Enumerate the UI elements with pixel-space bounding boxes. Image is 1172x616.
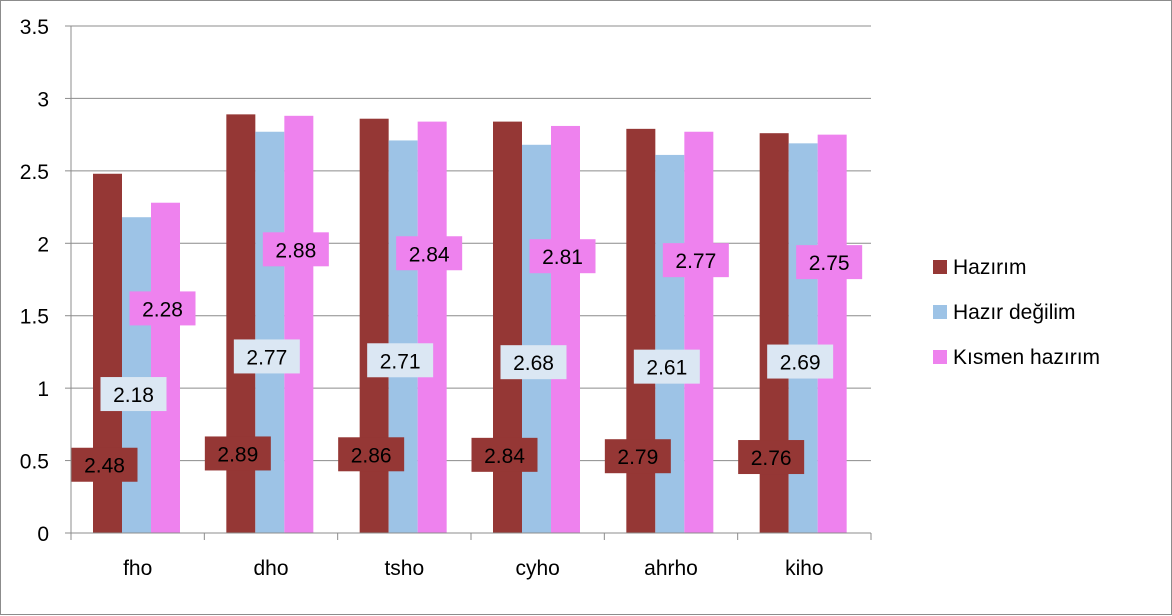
data-label-value: 2.75 — [809, 252, 850, 275]
data-label-value: 2.81 — [542, 246, 583, 269]
x-tick-label: kiho — [785, 557, 824, 580]
data-label: 2.84 — [396, 236, 463, 271]
data-label-value: 2.76 — [751, 447, 792, 470]
data-label-value: 2.48 — [84, 455, 125, 478]
data-labels: 2.48 2.18 2.28 2.89 2.77 2.88 2.86 2.71 2.84 2.84… — [71, 232, 863, 482]
y-tick-label: 1.5 — [20, 306, 49, 329]
data-label: 2.79 — [604, 439, 671, 474]
data-label: 2.28 — [129, 291, 196, 326]
data-label: 2.68 — [500, 345, 567, 380]
y-tick-label: 2.5 — [20, 161, 49, 184]
bar — [655, 154, 685, 533]
legend-swatch — [933, 305, 947, 319]
data-label-box — [796, 245, 863, 280]
data-label: 2.89 — [204, 436, 271, 471]
data-label-box — [738, 440, 805, 475]
bar — [284, 115, 314, 533]
bar — [151, 202, 180, 533]
x-tick-label: fho — [123, 557, 152, 580]
bar — [122, 217, 151, 533]
y-tick-label: 2 — [37, 233, 49, 256]
data-label-value: 2.84 — [484, 445, 525, 468]
data-label: 2.77 — [662, 243, 729, 278]
bar — [417, 121, 447, 533]
data-label: 2.77 — [233, 339, 300, 374]
data-label-box — [500, 345, 567, 380]
data-label-box — [367, 343, 434, 378]
y-tick-label: 3 — [37, 88, 49, 111]
legend-label: Hazır değilim — [953, 301, 1076, 324]
legend-label: Kısmen hazırım — [953, 346, 1100, 369]
data-label: 2.75 — [796, 245, 863, 280]
data-label-box — [529, 239, 596, 274]
data-label-box — [204, 436, 271, 471]
data-label: 2.86 — [338, 437, 405, 472]
x-tick-label: dho — [253, 557, 288, 580]
data-label-box — [396, 236, 463, 271]
bar — [684, 131, 714, 533]
data-label-value: 2.84 — [409, 243, 450, 266]
legend: Hazırım Hazır değilim Kısmen hazırım — [933, 256, 1100, 369]
bar — [817, 134, 847, 533]
data-label: 2.76 — [738, 440, 805, 475]
data-label: 2.71 — [367, 343, 434, 378]
data-label-value: 2.18 — [113, 384, 154, 407]
data-label-value: 2.28 — [142, 298, 183, 321]
legend-label: Hazırım — [953, 256, 1027, 279]
data-label-value: 2.71 — [380, 350, 421, 373]
data-label-box — [233, 339, 300, 374]
data-label-box — [662, 243, 729, 278]
y-tick-label: 1 — [37, 378, 49, 401]
data-label-value: 2.77 — [246, 346, 287, 369]
data-label-value: 2.77 — [675, 250, 716, 273]
data-label-box — [471, 437, 538, 472]
data-label-box — [129, 291, 196, 326]
data-label: 2.69 — [767, 344, 834, 379]
data-label-box — [604, 439, 671, 474]
data-label-box — [71, 447, 138, 482]
data-label-box — [262, 232, 329, 267]
data-label: 2.84 — [471, 437, 538, 472]
data-label: 2.61 — [633, 349, 700, 384]
gridlines — [71, 25, 871, 462]
x-tick-label: tsho — [384, 557, 424, 580]
data-label: 2.81 — [529, 239, 596, 274]
data-label-value: 2.69 — [780, 352, 821, 375]
y-tick-label: 0 — [37, 523, 49, 546]
bar — [551, 125, 580, 534]
bar — [788, 143, 818, 533]
data-label-value: 2.68 — [513, 352, 554, 375]
data-label: 2.18 — [100, 377, 167, 412]
y-tick-label: 3.5 — [20, 16, 49, 39]
axes: 0 0.5 1 1.5 2 2.5 3 3.5 fho dho tsho cyho ahrho kiho — [20, 16, 872, 580]
data-label-value: 2.88 — [275, 239, 316, 262]
data-label-value: 2.79 — [617, 446, 658, 469]
legend-swatch — [933, 350, 947, 364]
x-tick-label: ahrho — [644, 557, 698, 580]
data-label-value: 2.61 — [646, 357, 687, 380]
data-label-box — [100, 377, 167, 412]
data-label-value: 2.86 — [351, 444, 392, 467]
data-label: 2.88 — [262, 232, 329, 267]
data-label: 2.48 — [71, 447, 138, 482]
bar — [522, 144, 551, 534]
data-label-box — [338, 437, 405, 472]
legend-swatch — [933, 260, 947, 274]
x-tick-label: cyho — [515, 557, 559, 580]
bar — [388, 140, 418, 534]
bar — [255, 131, 285, 533]
data-label-box — [767, 344, 834, 379]
data-label-value: 2.89 — [217, 443, 258, 466]
data-label-box — [633, 349, 700, 384]
y-tick-label: 0.5 — [20, 451, 49, 474]
